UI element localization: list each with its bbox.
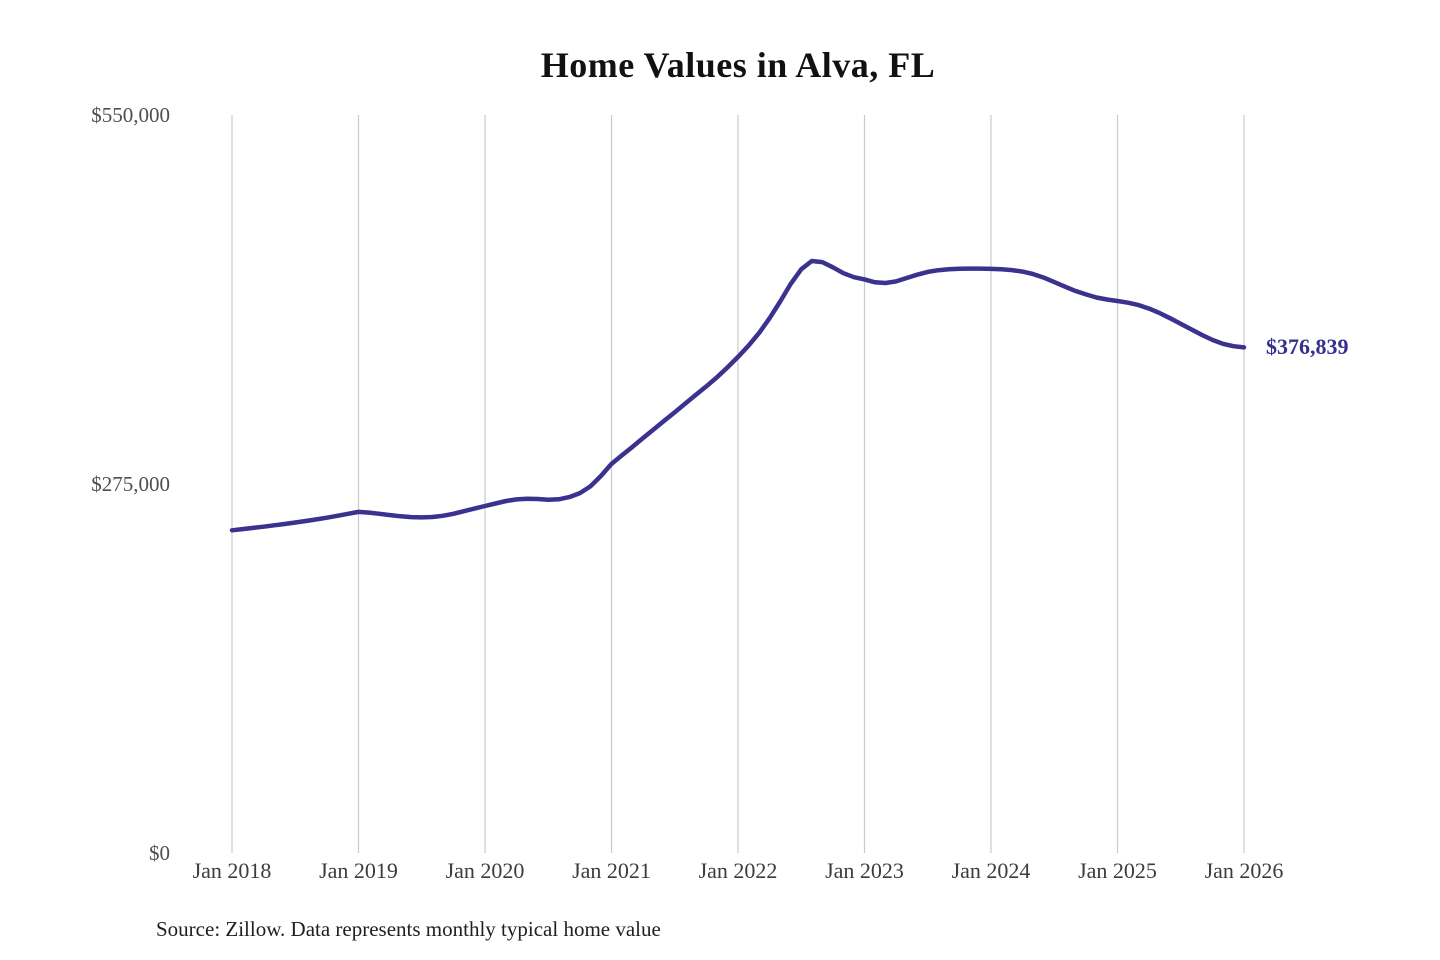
y-axis-label: $550,000 — [91, 103, 170, 127]
x-axis-label: Jan 2021 — [572, 858, 651, 883]
x-axis-label: Jan 2018 — [192, 858, 272, 883]
y-axis-label: $275,000 — [91, 472, 170, 496]
x-axis-label: Jan 2019 — [319, 858, 398, 883]
x-axis-label: Jan 2023 — [825, 858, 904, 883]
x-axis-label: Jan 2022 — [698, 858, 778, 883]
y-axis-label: $0 — [149, 841, 170, 865]
source-note: Source: Zillow. Data represents monthly … — [156, 917, 661, 941]
x-axis-label: Jan 2024 — [951, 858, 1031, 883]
chart-title: Home Values in Alva, FL — [540, 45, 936, 85]
x-axis-label: Jan 2026 — [1204, 858, 1284, 883]
end-value-annotation: $376,839 — [1266, 334, 1349, 360]
home-value-line — [229, 258, 1247, 533]
x-axis-label: Jan 2020 — [445, 858, 525, 883]
x-axis-label: Jan 2025 — [1078, 858, 1157, 883]
